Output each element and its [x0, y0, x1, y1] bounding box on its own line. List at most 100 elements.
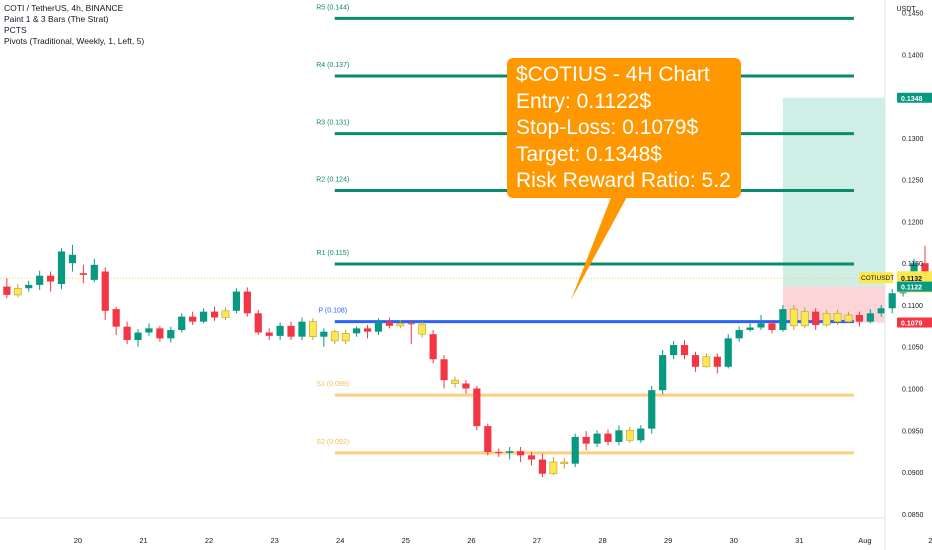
- price-label-text: 0.1122: [901, 285, 922, 292]
- x-tick-label: Aug: [858, 536, 871, 545]
- x-tick-label: 25: [402, 536, 410, 545]
- candle-body: [309, 321, 317, 337]
- y-tick-label: 0.1100: [902, 303, 923, 310]
- candle-body: [3, 286, 11, 295]
- candle-body: [724, 338, 732, 367]
- candle-body: [462, 383, 470, 389]
- candle-body: [134, 332, 142, 341]
- callout-title: $COTIUS - 4H Chart: [516, 63, 710, 86]
- price-label-text: 0.1079: [901, 320, 923, 327]
- candle-body: [189, 316, 197, 322]
- candle-body: [320, 331, 328, 337]
- candle-body: [757, 323, 765, 328]
- candle-body: [25, 284, 33, 289]
- y-tick-label: 0.1150: [902, 261, 923, 268]
- candle-body: [779, 309, 787, 331]
- x-tick-label: 22: [205, 536, 213, 545]
- candle-body: [702, 356, 711, 368]
- candle-body: [888, 293, 896, 309]
- candle-body: [156, 328, 164, 339]
- candle-body: [822, 313, 831, 326]
- y-tick-label: 0.1000: [902, 387, 924, 394]
- candle-body: [210, 311, 219, 318]
- candle-body: [440, 359, 448, 381]
- x-tick-label: 27: [533, 536, 541, 545]
- candle-body: [243, 291, 251, 314]
- y-tick-label: 0.0900: [902, 470, 924, 477]
- candle-body: [866, 313, 874, 322]
- x-tick-label: 21: [139, 536, 147, 545]
- candle-body: [254, 313, 262, 333]
- candle-body: [812, 311, 820, 326]
- x-tick-label: 23: [270, 536, 278, 545]
- candle-body: [506, 451, 514, 453]
- candle-body: [13, 287, 22, 296]
- candle-body: [648, 390, 656, 429]
- pivot-label: R2 (0.124): [316, 176, 349, 183]
- price-label-box: [897, 317, 932, 328]
- candle-body: [582, 436, 590, 444]
- pivot-label: S1 (0.099): [316, 381, 349, 388]
- candle-body: [265, 332, 273, 336]
- candle-body: [287, 325, 295, 337]
- candle-body: [90, 264, 98, 280]
- callout-pointer: [571, 195, 628, 300]
- candle-body: [691, 355, 700, 367]
- candle-body: [789, 308, 798, 327]
- y-tick-label: 0.1200: [902, 219, 924, 226]
- pivot-label: R4 (0.137): [316, 62, 349, 69]
- candle-body: [560, 461, 569, 464]
- candle-body: [593, 433, 601, 444]
- candle-body: [746, 327, 754, 331]
- x-tick-label: 26: [467, 536, 475, 545]
- candle-body: [495, 451, 503, 453]
- indicator-strat: Paint 1 & 3 Bars (The Strat): [4, 14, 109, 24]
- candle-body: [232, 291, 240, 311]
- trade-callout: $COTIUS - 4H Chart Entry: 0.1122$ Stop-L…: [507, 58, 741, 198]
- indicator-pcts: PCTS: [4, 25, 27, 35]
- candle-body: [167, 330, 175, 339]
- candle-body: [680, 345, 689, 356]
- axis-unit-label: USDT: [896, 6, 916, 13]
- x-tick-label: 29: [664, 536, 672, 545]
- candle-body: [527, 455, 536, 460]
- y-tick-label: 0.1450: [902, 11, 924, 18]
- candle-body: [276, 325, 284, 336]
- candle-body: [833, 313, 842, 322]
- y-tick-label: 0.1250: [902, 178, 924, 185]
- candle-body: [855, 314, 864, 322]
- candle-body: [221, 310, 230, 318]
- candle-body: [549, 461, 558, 475]
- candle-body: [46, 275, 55, 282]
- x-tick-label: 20: [74, 536, 82, 545]
- candle-body: [341, 333, 350, 342]
- indicator-pivots: Pivots (Traditional, Weekly, 1, Left, 5): [4, 36, 145, 46]
- pivot-label: R1 (0.115): [316, 250, 349, 257]
- candle-body: [298, 321, 306, 337]
- candle-body: [363, 328, 372, 332]
- y-tick-label: 0.0950: [902, 428, 924, 435]
- symbol-tag-text: COTIUSDT: [861, 275, 894, 282]
- candle-body: [36, 275, 44, 285]
- x-tick-label: 24: [336, 536, 344, 545]
- candle-body: [604, 433, 612, 442]
- candle-body: [79, 273, 87, 275]
- candle-body: [123, 326, 131, 341]
- symbol-tag-box: [859, 272, 893, 284]
- price-label-text: 0.1348: [901, 96, 923, 103]
- callout-target: Target: 0.1348$: [516, 142, 662, 166]
- candle-body: [178, 316, 186, 331]
- candle-body: [429, 334, 437, 360]
- candle-body: [353, 328, 361, 334]
- candle-body: [484, 426, 492, 452]
- x-tick-label: 28: [598, 536, 606, 545]
- candle-body: [637, 428, 645, 441]
- candle-body: [396, 323, 405, 327]
- candle-body: [418, 323, 427, 335]
- target-zone: [782, 97, 885, 287]
- y-tick-label: 0.0850: [902, 512, 924, 519]
- x-tick-label: 31: [795, 536, 803, 545]
- candle-body: [844, 314, 853, 322]
